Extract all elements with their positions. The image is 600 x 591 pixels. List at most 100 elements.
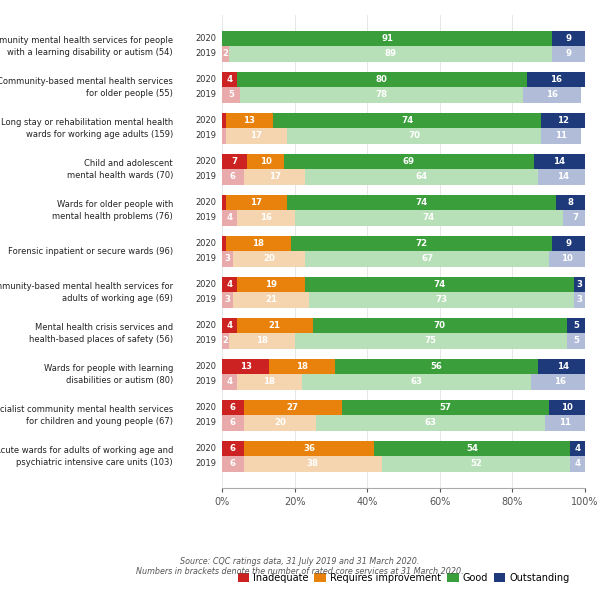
Bar: [305, 251, 549, 267]
Text: 16: 16: [547, 90, 559, 99]
Bar: [541, 113, 585, 128]
Text: 9: 9: [566, 34, 572, 43]
Text: 4: 4: [575, 444, 581, 453]
Bar: [527, 72, 585, 87]
Text: 63: 63: [410, 378, 422, 387]
Bar: [342, 400, 548, 415]
Text: 18: 18: [263, 378, 275, 387]
Text: 73: 73: [436, 296, 448, 304]
Text: Community-based mental health services
for older people (55): Community-based mental health services f…: [0, 77, 173, 98]
Bar: [222, 251, 233, 267]
Text: 2020: 2020: [196, 280, 217, 289]
Bar: [222, 72, 236, 87]
Text: 54: 54: [466, 444, 478, 453]
Bar: [269, 359, 335, 374]
Bar: [523, 87, 581, 103]
Bar: [567, 333, 585, 349]
Bar: [302, 374, 530, 389]
Bar: [574, 277, 585, 292]
Text: 78: 78: [376, 90, 388, 99]
Bar: [229, 333, 295, 349]
Text: 20: 20: [274, 418, 286, 427]
Bar: [244, 400, 342, 415]
Text: 5: 5: [228, 90, 234, 99]
Text: 11: 11: [559, 418, 571, 427]
Text: 2020: 2020: [196, 34, 217, 43]
Bar: [244, 441, 374, 456]
Bar: [226, 194, 287, 210]
Text: 18: 18: [256, 336, 268, 345]
Bar: [233, 251, 305, 267]
Text: 6: 6: [230, 418, 236, 427]
Text: Long stay or rehabilitation mental health
wards for working age adults (159): Long stay or rehabilitation mental healt…: [1, 118, 173, 138]
Bar: [309, 292, 574, 308]
Text: 7: 7: [573, 213, 579, 222]
Bar: [305, 169, 538, 184]
Bar: [244, 415, 316, 431]
Text: 4: 4: [226, 75, 232, 84]
Text: 2019: 2019: [196, 296, 217, 304]
Bar: [222, 400, 244, 415]
Text: 11: 11: [556, 131, 568, 141]
Text: 2019: 2019: [196, 50, 217, 59]
Text: 10: 10: [260, 157, 271, 166]
Text: 19: 19: [265, 280, 277, 289]
Text: 2019: 2019: [196, 418, 217, 427]
Text: 2020: 2020: [196, 444, 217, 453]
Text: 70: 70: [434, 321, 446, 330]
Text: 72: 72: [416, 239, 428, 248]
Text: 9: 9: [566, 50, 572, 59]
Text: Mental health crisis services and
health-based places of safety (56): Mental health crisis services and health…: [29, 323, 173, 343]
Text: Specialist community mental health services
for children and young people (67): Specialist community mental health servi…: [0, 405, 173, 426]
Text: 2020: 2020: [196, 239, 217, 248]
Text: 10: 10: [561, 254, 573, 264]
Text: 4: 4: [226, 213, 232, 222]
Text: 14: 14: [554, 157, 566, 166]
Bar: [313, 318, 567, 333]
Text: Community mental health services for people
with a learning disability or autism: Community mental health services for peo…: [0, 35, 173, 57]
Text: 6: 6: [230, 444, 236, 453]
Text: 80: 80: [376, 75, 388, 84]
Bar: [295, 210, 563, 226]
Text: 3: 3: [224, 254, 230, 264]
Text: 2020: 2020: [196, 321, 217, 330]
Bar: [541, 128, 581, 144]
Bar: [563, 210, 589, 226]
Text: 2019: 2019: [196, 254, 217, 264]
Text: 16: 16: [550, 75, 562, 84]
Bar: [244, 456, 382, 472]
Text: Acute wards for adults of working age and
psychiatric intensive care units (103): Acute wards for adults of working age an…: [0, 446, 173, 467]
Text: 64: 64: [416, 173, 428, 181]
Bar: [222, 374, 236, 389]
Text: 3: 3: [224, 296, 230, 304]
Bar: [553, 31, 585, 46]
Bar: [553, 236, 585, 251]
Bar: [222, 128, 226, 144]
Bar: [222, 456, 244, 472]
Text: Child and adolescent
mental health wards (70): Child and adolescent mental health wards…: [67, 159, 173, 180]
Bar: [229, 46, 553, 61]
Text: 9: 9: [566, 239, 572, 248]
Bar: [222, 46, 229, 61]
Text: 56: 56: [430, 362, 442, 371]
Text: 2019: 2019: [196, 213, 217, 222]
Bar: [236, 72, 527, 87]
Bar: [226, 236, 291, 251]
Text: Community-based mental health services for
adults of working age (69): Community-based mental health services f…: [0, 282, 173, 303]
Text: 13: 13: [243, 116, 255, 125]
Text: 67: 67: [421, 254, 433, 264]
Bar: [222, 210, 236, 226]
Bar: [567, 318, 585, 333]
Text: 2020: 2020: [196, 403, 217, 412]
Bar: [222, 236, 226, 251]
Bar: [233, 292, 309, 308]
Text: 69: 69: [403, 157, 415, 166]
Bar: [244, 169, 305, 184]
Text: 2020: 2020: [196, 198, 217, 207]
Text: 5: 5: [573, 321, 579, 330]
Text: 6: 6: [230, 173, 236, 181]
Bar: [236, 210, 295, 226]
Bar: [222, 292, 233, 308]
Text: 21: 21: [265, 296, 277, 304]
Bar: [549, 400, 585, 415]
